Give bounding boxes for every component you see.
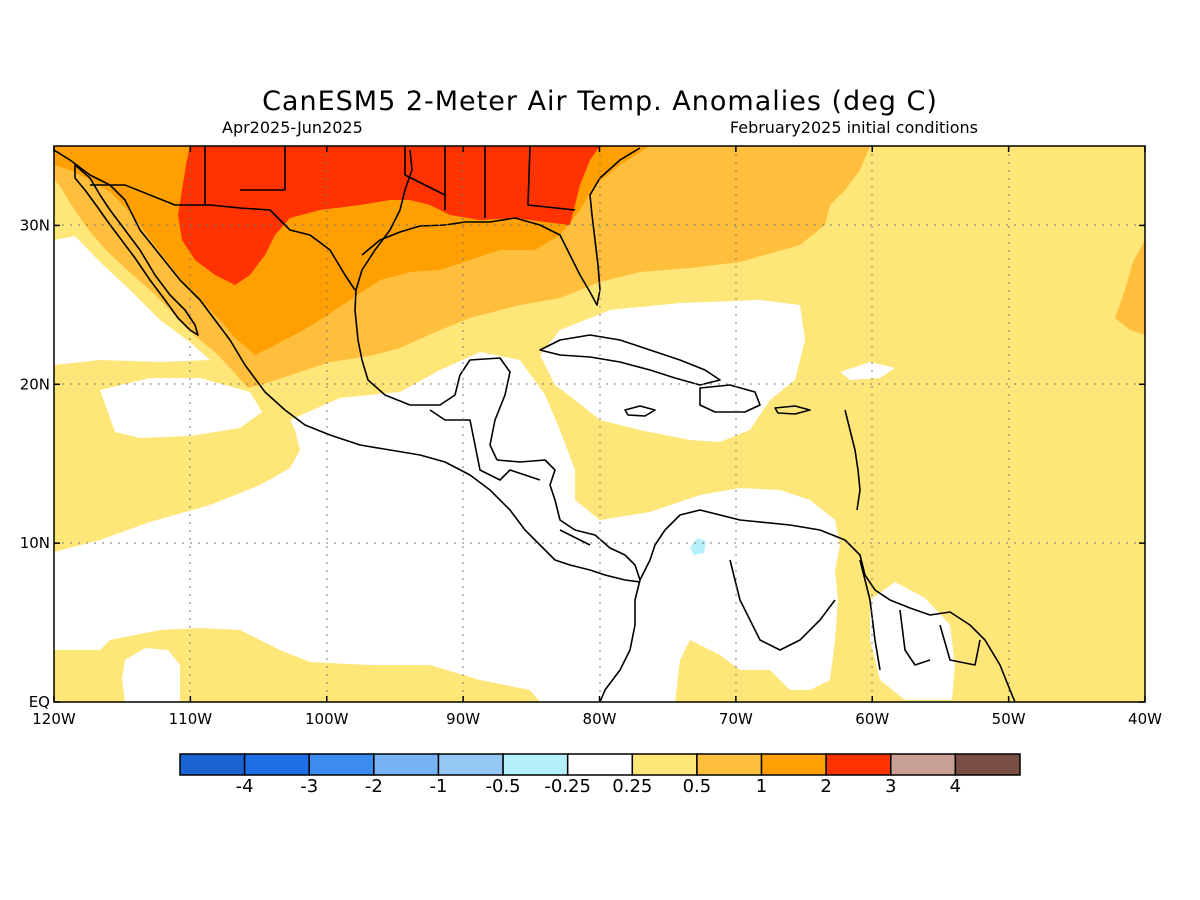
coastlines xyxy=(54,146,1016,702)
coastline-us-gulf xyxy=(361,147,641,306)
colorbar-label: 4 xyxy=(950,776,961,797)
colorbar-swatch xyxy=(954,753,1021,776)
colorbar-swatch xyxy=(890,753,957,776)
x-tick-label: 80W xyxy=(583,710,617,728)
x-tick-label: 60W xyxy=(855,710,889,728)
x-tick-label: 70W xyxy=(719,710,753,728)
colorbar-label: 1 xyxy=(756,776,767,797)
coastline-pacific-mexico-central-america xyxy=(54,149,641,583)
coastline-hispaniola xyxy=(699,384,761,413)
border-us-mexico xyxy=(90,184,356,291)
x-tick-label: 110W xyxy=(169,710,213,728)
forecast-period: Apr2025-Jun2025 xyxy=(222,118,363,137)
x-tick-label: 40W xyxy=(1128,710,1162,728)
colorbar-label: 3 xyxy=(885,776,896,797)
colorbar-label: -0.5 xyxy=(486,776,521,797)
y-tick-label: EQ xyxy=(29,693,50,711)
anomaly-band-neutral xyxy=(54,236,210,365)
anomaly-band-neutral xyxy=(54,352,840,702)
colorbar-label: -1 xyxy=(429,776,447,797)
colorbar-swatch xyxy=(243,753,310,776)
coastline-south-america-interior xyxy=(599,579,641,702)
x-tick-label: 50W xyxy=(992,710,1026,728)
colorbar-label: 2 xyxy=(820,776,831,797)
coastline-cuba xyxy=(539,334,721,386)
grid-lines xyxy=(54,146,1145,702)
colorbar-swatch xyxy=(566,753,634,776)
x-tick-label: 100W xyxy=(305,710,349,728)
anomaly-band-0.5-1 xyxy=(1115,240,1145,335)
colorbar-label: -2 xyxy=(365,776,383,797)
anomaly-band-neutral xyxy=(122,648,180,702)
colorbar-swatch xyxy=(631,753,698,776)
x-tick-label: 120W xyxy=(32,710,76,728)
anomaly-band-negative xyxy=(690,538,706,555)
colorbar: -4 -3 -2 -1 -0.5 -0.25 0.25 0.5 1 2 3 4 xyxy=(179,753,1021,797)
anomaly-band-neutral xyxy=(540,300,805,442)
y-tick-label: 30N xyxy=(20,216,50,234)
colorbar-swatch xyxy=(437,753,504,776)
colorbar-label: 0.25 xyxy=(612,776,652,797)
coastline-lesser-antilles xyxy=(844,409,861,511)
colorbar-label: 0.5 xyxy=(683,776,712,797)
colorbar-swatch xyxy=(760,753,827,776)
coastline-gulf-of-mexico xyxy=(354,149,511,461)
chart-title: CanESM5 2-Meter Air Temp. Anomalies (deg… xyxy=(262,86,938,117)
coastline-jamaica xyxy=(624,405,656,417)
anomaly-band-neutral xyxy=(870,582,955,700)
x-axis: 120W 110W 100W 90W 80W 70W 60W 50W 40W xyxy=(32,146,1162,728)
colorbar-label: -4 xyxy=(236,776,254,797)
colorbar-swatch xyxy=(502,753,569,776)
border-venezuela-colombia xyxy=(729,559,836,651)
colorbar-label: -3 xyxy=(300,776,318,797)
colorbar-swatch xyxy=(373,753,440,776)
colorbar-swatch xyxy=(696,753,763,776)
colorbar-label: -0.25 xyxy=(544,776,591,797)
x-tick-label: 90W xyxy=(446,710,480,728)
coastline-caribbean-central-america xyxy=(496,459,1016,702)
anomaly-band-neutral xyxy=(100,378,262,438)
colorbar-swatch xyxy=(825,753,892,776)
colorbar-swatch xyxy=(179,753,246,776)
anomaly-band-2-3 xyxy=(178,146,600,285)
y-tick-label: 20N xyxy=(20,375,50,393)
y-tick-label: 10N xyxy=(20,534,50,552)
coastline-puerto-rico xyxy=(774,405,811,415)
anomaly-field xyxy=(54,146,1145,702)
anomaly-band-neutral xyxy=(840,362,895,380)
border-us-states xyxy=(204,146,576,218)
y-axis: EQ 10N 20N 30N xyxy=(20,216,1145,711)
coastline-baja-california xyxy=(74,164,199,336)
border-central-america xyxy=(429,409,591,546)
colorbar-swatch xyxy=(308,753,375,776)
initial-conditions: February2025 initial conditions xyxy=(729,118,978,137)
